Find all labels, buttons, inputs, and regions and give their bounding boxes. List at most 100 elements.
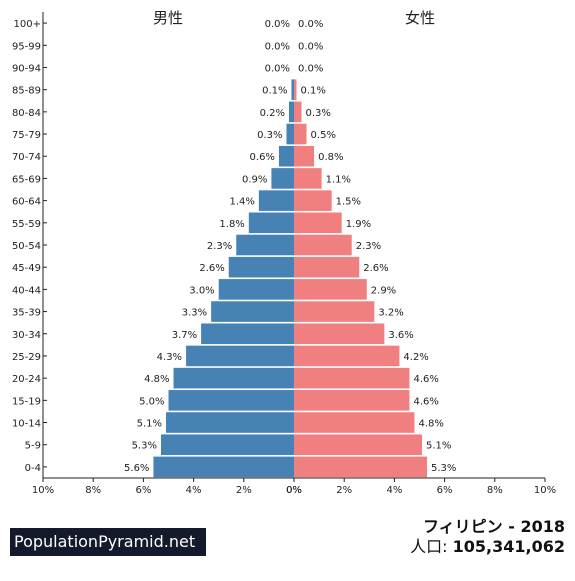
male-value-label: 3.7%: [172, 330, 197, 341]
male-value-label: 2.3%: [207, 241, 232, 252]
female-bar: [294, 434, 423, 456]
age-label: 55-59: [12, 219, 41, 230]
x-tick-label-right: 2%: [336, 485, 352, 496]
male-bar: [211, 301, 294, 322]
female-value-label: 0.1%: [301, 86, 326, 97]
female-bar: [294, 101, 302, 123]
female-value-label: 0.5%: [311, 130, 336, 141]
female-value-label: 1.5%: [336, 197, 361, 208]
male-value-label: 5.0%: [139, 396, 164, 407]
x-tick-label-left: 2%: [236, 485, 252, 496]
male-bar: [165, 412, 294, 433]
female-value-label: 0.8%: [318, 152, 343, 163]
male-bar: [248, 212, 294, 234]
female-value-label: 1.9%: [346, 219, 371, 230]
female-value-label: 3.6%: [388, 330, 413, 341]
female-bar: [294, 456, 428, 478]
female-bar: [294, 323, 385, 345]
male-value-label: 0.1%: [262, 86, 287, 97]
age-label: 60-64: [12, 197, 41, 208]
female-bar: [294, 234, 352, 256]
male-bar: [173, 367, 294, 389]
male-bar: [228, 256, 294, 278]
population-total: 人口: 105,341,062: [410, 533, 565, 557]
age-label: 30-34: [12, 330, 41, 341]
female-value-label: 4.6%: [413, 374, 438, 385]
female-value-label: 4.6%: [413, 396, 438, 407]
x-tick-label-left: 4%: [186, 485, 202, 496]
female-bar: [294, 123, 307, 145]
series-name-female: 女性: [405, 9, 435, 27]
population-pyramid-chart: 男性 女性 100+ 0.0% 0.0% 95-99 0.0% 0.0% 90-94 0.0% 0.…: [12, 9, 556, 496]
male-value-label: 0.3%: [257, 130, 282, 141]
male-value-label: 1.4%: [229, 197, 254, 208]
male-bar: [291, 79, 294, 100]
male-bar: [258, 190, 294, 211]
female-bar: [294, 212, 342, 234]
female-value-label: 5.3%: [431, 463, 456, 474]
male-bar: [186, 345, 294, 367]
male-value-label: 5.1%: [137, 419, 162, 430]
age-label: 10-14: [12, 419, 41, 430]
female-value-label: 2.3%: [356, 241, 381, 252]
female-value-label: 0.3%: [306, 108, 331, 119]
age-label: 80-84: [12, 108, 41, 119]
x-tick-label-right: 4%: [386, 485, 402, 496]
female-value-label: 4.8%: [418, 419, 443, 430]
male-value-label: 4.8%: [144, 374, 169, 385]
female-bar: [294, 190, 332, 211]
age-label: 45-49: [12, 263, 41, 274]
x-tick-label-right: 10%: [534, 485, 556, 496]
female-value-label: 0.0%: [298, 19, 323, 30]
female-value-label: 2.6%: [363, 263, 388, 274]
female-bar: [294, 412, 415, 433]
age-label: 15-19: [12, 396, 41, 407]
female-value-label: 3.2%: [378, 308, 403, 319]
male-bar: [201, 323, 294, 345]
chart-title: フィリピン - 2018: [423, 517, 565, 536]
male-bar: [278, 145, 294, 167]
male-bar: [286, 123, 294, 145]
x-tick-label-left: 0%: [286, 485, 302, 496]
age-label: 20-24: [12, 374, 41, 385]
female-bar: [294, 168, 322, 189]
female-bar: [294, 345, 400, 367]
female-value-label: 0.0%: [298, 41, 323, 52]
age-label: 0-4: [25, 463, 41, 474]
male-value-label: 2.6%: [199, 263, 224, 274]
x-tick-label-right: 8%: [487, 485, 503, 496]
female-value-label: 2.9%: [371, 285, 396, 296]
male-value-label: 0.6%: [250, 152, 275, 163]
male-value-label: 1.8%: [219, 219, 244, 230]
male-bar: [236, 234, 294, 256]
male-value-label: 5.3%: [132, 441, 157, 452]
male-value-label: 3.0%: [189, 285, 214, 296]
age-label: 85-89: [12, 86, 41, 97]
male-value-label: 0.2%: [260, 108, 285, 119]
male-bar: [288, 101, 294, 123]
female-bar: [294, 79, 297, 100]
male-bar: [160, 434, 294, 456]
female-value-label: 1.1%: [326, 174, 351, 185]
male-value-label: 3.3%: [182, 308, 207, 319]
age-label: 25-29: [12, 352, 41, 363]
female-value-label: 0.0%: [298, 63, 323, 74]
x-tick-label-right: 6%: [437, 485, 453, 496]
age-label: 90-94: [12, 63, 41, 74]
x-tick-label-left: 10%: [32, 485, 54, 496]
series-name-male: 男性: [153, 9, 183, 27]
age-label: 65-69: [12, 174, 41, 185]
female-bar: [294, 367, 410, 389]
age-label: 75-79: [12, 130, 41, 141]
brand-badge[interactable]: PopulationPyramid.net: [10, 528, 206, 556]
male-bar: [218, 279, 294, 300]
female-value-label: 5.1%: [426, 441, 451, 452]
age-label: 100+: [14, 19, 41, 30]
population-label: 人口:: [410, 537, 453, 556]
male-value-label: 5.6%: [124, 463, 149, 474]
age-label: 50-54: [12, 241, 41, 252]
age-label: 35-39: [12, 308, 41, 319]
female-value-label: 4.2%: [403, 352, 428, 363]
male-value-label: 0.0%: [265, 41, 290, 52]
male-bar: [168, 390, 294, 411]
